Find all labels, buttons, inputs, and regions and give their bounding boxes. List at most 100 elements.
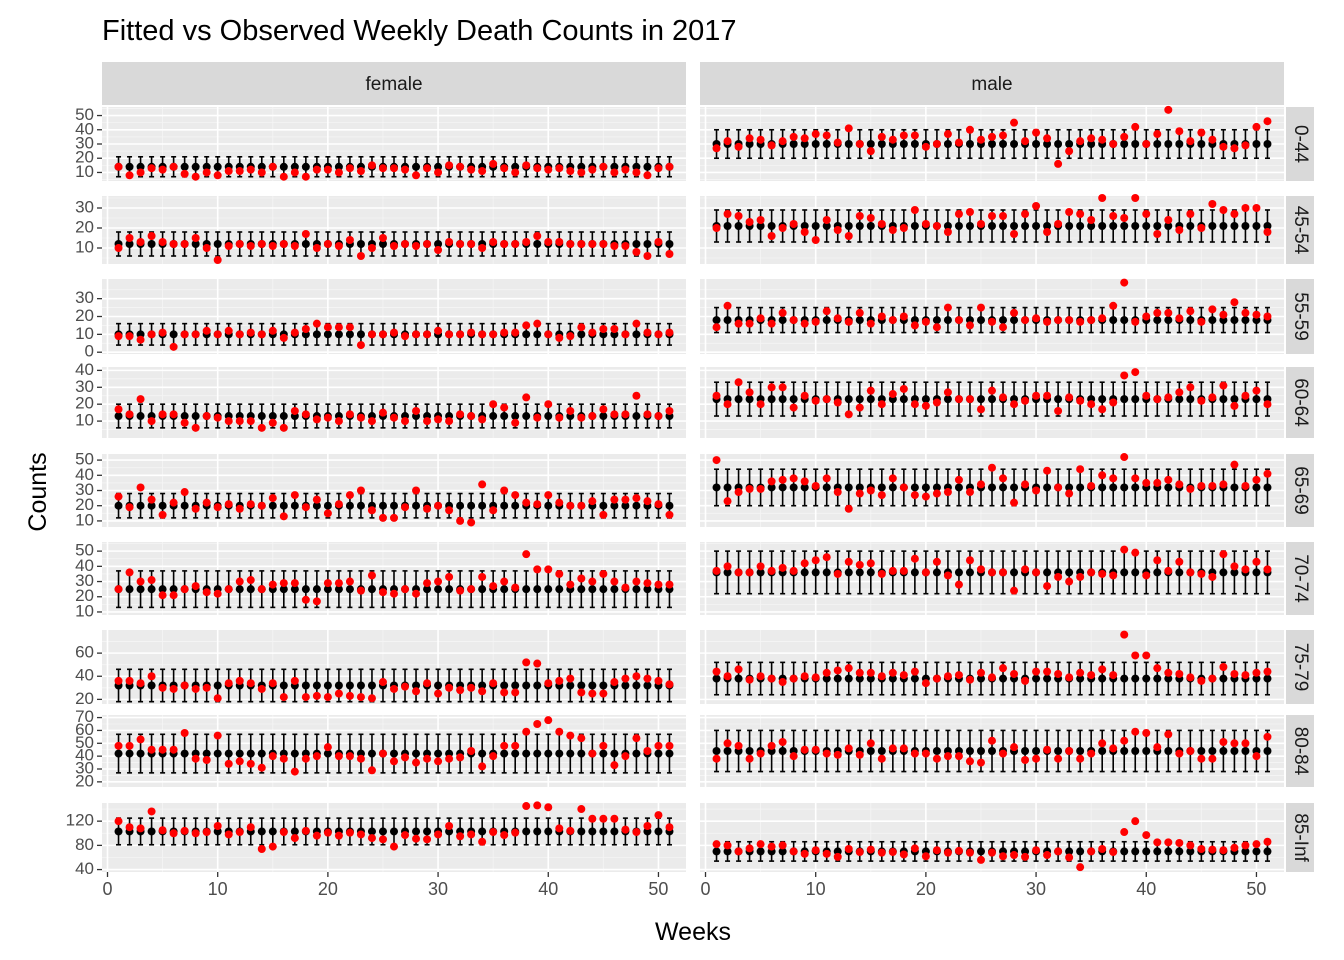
fitted-point	[756, 847, 765, 856]
observed-point	[147, 330, 156, 339]
fitted-point	[811, 222, 820, 230]
observed-point	[423, 835, 432, 844]
fitted-point	[599, 585, 608, 594]
observed-point	[235, 577, 244, 586]
observed-point	[125, 503, 134, 512]
observed-point	[522, 727, 531, 736]
observed-point	[745, 319, 754, 328]
observed-point	[1186, 568, 1195, 577]
observed-point	[522, 498, 531, 507]
observed-point	[1208, 572, 1217, 581]
observed-point	[654, 811, 663, 820]
observed-point	[147, 672, 156, 681]
y-tick-label: 20	[75, 495, 94, 514]
observed-point	[833, 226, 842, 234]
observed-point	[1109, 474, 1118, 483]
observed-point	[1010, 118, 1019, 127]
observed-point	[1065, 316, 1074, 325]
observed-point	[169, 240, 178, 248]
observed-point	[566, 674, 575, 683]
observed-point	[180, 681, 189, 690]
observed-point	[1252, 386, 1261, 395]
fitted-point	[434, 749, 443, 758]
y-tick-label: 50	[75, 450, 94, 469]
observed-point	[932, 222, 941, 230]
fitted-point	[114, 827, 123, 836]
fitted-point	[1252, 483, 1261, 492]
fitted-point	[632, 501, 641, 510]
observed-point	[125, 234, 134, 242]
fitted-point	[279, 681, 288, 690]
observed-point	[723, 562, 732, 571]
fitted-point	[1252, 674, 1261, 683]
observed-point	[423, 754, 432, 763]
observed-point	[445, 572, 454, 581]
observed-point	[577, 574, 586, 583]
fitted-point	[976, 674, 985, 683]
observed-point	[921, 401, 930, 410]
observed-point	[1131, 194, 1140, 202]
observed-point	[169, 410, 178, 419]
fitted-point	[1120, 140, 1129, 148]
observed-point	[910, 554, 919, 563]
x-tick-label: 50	[648, 879, 668, 899]
fitted-point	[932, 568, 941, 577]
fitted-point	[632, 330, 641, 339]
observed-point	[136, 735, 145, 744]
fitted-point	[855, 395, 864, 404]
fitted-point	[345, 681, 354, 690]
observed-point	[910, 321, 919, 330]
fitted-point	[965, 140, 974, 148]
y-tick-label: 40	[75, 360, 94, 379]
fitted-point	[1131, 483, 1140, 492]
y-tick-label: 30	[75, 377, 94, 396]
observed-point	[822, 553, 831, 562]
observed-point	[877, 672, 886, 681]
observed-point	[1076, 572, 1085, 581]
observed-point	[445, 161, 454, 170]
panel-male-70-74	[700, 542, 1284, 615]
observed-point	[1230, 669, 1239, 678]
observed-point	[1021, 210, 1030, 218]
observed-point	[257, 684, 266, 693]
fitted-point	[723, 483, 732, 492]
observed-point	[610, 495, 619, 504]
observed-point	[401, 332, 410, 341]
observed-point	[401, 682, 410, 691]
fitted-point	[1153, 847, 1162, 856]
fitted-point	[136, 585, 145, 594]
observed-point	[147, 576, 156, 585]
observed-point	[921, 749, 930, 758]
observed-point	[1131, 474, 1140, 483]
observed-point	[943, 752, 952, 761]
fitted-point	[147, 827, 156, 836]
observed-point	[1164, 308, 1173, 317]
observed-point	[147, 164, 156, 173]
row-strip	[1286, 803, 1314, 872]
observed-point	[378, 164, 387, 173]
fitted-point	[268, 827, 277, 836]
observed-point	[412, 486, 421, 495]
observed-point	[822, 474, 831, 483]
fitted-point	[745, 140, 754, 148]
fitted-point	[1120, 847, 1129, 856]
observed-point	[1142, 651, 1151, 660]
fitted-point	[1164, 674, 1173, 683]
fitted-point	[778, 847, 787, 856]
observed-point	[1153, 478, 1162, 487]
observed-point	[1076, 465, 1085, 474]
fitted-point	[888, 674, 897, 683]
observed-point	[1208, 674, 1217, 683]
observed-point	[632, 494, 641, 503]
row-strip	[1286, 279, 1314, 354]
observed-point	[932, 557, 941, 566]
observed-point	[544, 491, 553, 500]
fitted-point	[1131, 747, 1140, 755]
observed-point	[1043, 466, 1052, 475]
observed-point	[334, 579, 343, 588]
observed-point	[224, 830, 233, 839]
row-strip	[1286, 542, 1314, 615]
observed-point	[312, 495, 321, 504]
